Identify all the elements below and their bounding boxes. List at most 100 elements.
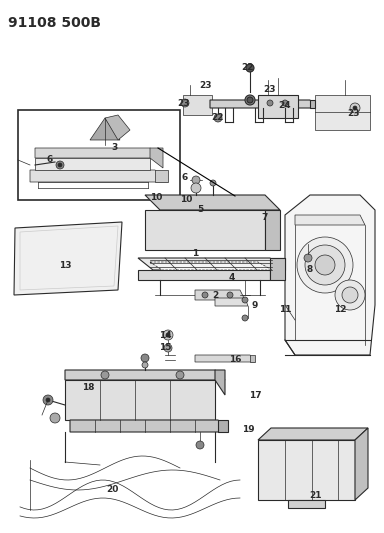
Polygon shape [310,100,315,108]
Circle shape [196,441,204,449]
Text: 22: 22 [212,114,224,123]
Circle shape [192,176,200,184]
Text: 8: 8 [307,265,313,274]
Circle shape [181,99,189,107]
Text: 3: 3 [112,143,118,152]
Circle shape [350,103,360,113]
Circle shape [353,106,357,110]
Polygon shape [14,222,122,295]
Circle shape [50,413,60,423]
Circle shape [242,297,248,303]
Circle shape [305,245,345,285]
Polygon shape [35,158,150,170]
Polygon shape [150,148,163,168]
Polygon shape [215,370,225,395]
Polygon shape [295,215,365,225]
Polygon shape [30,170,168,182]
Text: 17: 17 [249,391,262,400]
Polygon shape [265,210,280,250]
Polygon shape [145,210,265,250]
Text: 22: 22 [242,63,254,72]
Text: 6: 6 [47,156,53,165]
Polygon shape [90,118,120,140]
Text: 91108 500B: 91108 500B [8,16,101,30]
Bar [18,110,180,200]
Circle shape [58,163,62,167]
Text: 9: 9 [252,301,258,310]
Text: 5: 5 [197,206,203,214]
Circle shape [163,330,173,340]
Polygon shape [355,428,368,500]
Polygon shape [150,262,272,270]
Polygon shape [35,148,163,158]
Text: 20: 20 [106,486,118,495]
Polygon shape [288,500,325,508]
Circle shape [282,100,288,106]
Text: 4: 4 [229,273,235,282]
Polygon shape [105,115,130,140]
Circle shape [247,97,253,103]
Polygon shape [210,100,315,108]
Text: 14: 14 [159,330,171,340]
Circle shape [56,161,64,169]
Polygon shape [145,195,280,210]
Text: 21: 21 [309,490,321,499]
Circle shape [191,183,201,193]
Circle shape [202,292,208,298]
Polygon shape [195,290,245,300]
Polygon shape [218,420,228,432]
Polygon shape [70,420,228,432]
Text: 18: 18 [82,384,94,392]
Circle shape [166,333,170,337]
Polygon shape [258,440,355,500]
Text: 23: 23 [177,99,189,108]
Polygon shape [215,298,248,306]
Polygon shape [258,95,298,118]
Text: 23: 23 [347,109,359,117]
Circle shape [245,95,255,105]
Circle shape [315,255,335,275]
Polygon shape [195,355,255,362]
Circle shape [267,100,273,106]
Polygon shape [270,258,285,280]
Circle shape [141,354,149,362]
Circle shape [242,315,248,321]
Polygon shape [315,95,370,130]
Polygon shape [65,370,225,380]
Text: 1: 1 [192,248,198,257]
Circle shape [214,114,222,122]
Text: 7: 7 [262,214,268,222]
Text: 2: 2 [212,290,218,300]
Text: 6: 6 [182,174,188,182]
Text: 12: 12 [334,305,346,314]
Circle shape [246,64,254,72]
Text: 10: 10 [180,196,192,205]
Circle shape [101,371,109,379]
Circle shape [304,254,312,262]
Polygon shape [183,95,212,115]
Text: 13: 13 [59,261,71,270]
Polygon shape [138,258,285,270]
Polygon shape [138,270,270,280]
Circle shape [176,371,184,379]
Polygon shape [65,380,215,420]
Polygon shape [250,355,255,362]
Circle shape [142,362,148,368]
Polygon shape [270,258,285,270]
Text: 16: 16 [229,356,241,365]
Circle shape [227,292,233,298]
Polygon shape [285,195,375,355]
Polygon shape [258,428,368,440]
Text: 15: 15 [159,343,171,352]
Text: 23: 23 [264,85,276,94]
Text: 23: 23 [199,80,211,90]
Circle shape [297,237,353,293]
Text: 11: 11 [279,305,291,314]
Text: 19: 19 [242,425,254,434]
Circle shape [43,395,53,405]
Circle shape [164,344,172,352]
Circle shape [342,287,358,303]
Text: 24: 24 [279,101,291,109]
Text: 10: 10 [150,193,162,203]
Circle shape [46,398,50,402]
